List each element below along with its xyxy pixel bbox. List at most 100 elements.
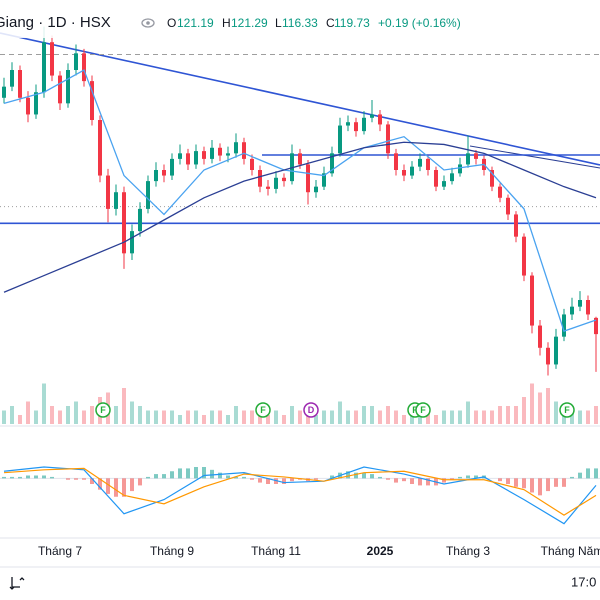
macd-histogram bbox=[178, 468, 182, 479]
volume-bar bbox=[330, 410, 334, 424]
candle-body bbox=[546, 347, 550, 365]
macd-histogram bbox=[386, 478, 390, 480]
macd-histogram bbox=[330, 475, 334, 479]
candle-body bbox=[506, 197, 510, 215]
macd-histogram bbox=[282, 478, 286, 484]
volume-bar bbox=[450, 410, 454, 424]
candle-body bbox=[210, 147, 214, 159]
candle-body bbox=[402, 170, 406, 176]
candle-body bbox=[498, 186, 502, 198]
macd-histogram bbox=[162, 474, 166, 479]
volume-bar bbox=[66, 406, 70, 424]
volume-bar bbox=[426, 410, 430, 424]
volume-bar bbox=[82, 410, 86, 424]
volume-bar bbox=[210, 410, 214, 424]
header: Giang · 1D · HSX O 121.19 H 121.29 L 116… bbox=[0, 8, 480, 38]
candle-body bbox=[338, 125, 342, 154]
volume-bar bbox=[434, 415, 438, 424]
moving-average bbox=[3, 69, 597, 332]
volume-bar bbox=[506, 406, 510, 424]
candle-body bbox=[202, 151, 206, 159]
volume-bar bbox=[538, 392, 542, 424]
macd-histogram bbox=[130, 478, 134, 492]
candle-body bbox=[578, 300, 582, 307]
volume-bar bbox=[490, 410, 494, 424]
macd-histogram bbox=[34, 475, 38, 479]
event-marker bbox=[255, 402, 271, 418]
macd-histogram bbox=[442, 478, 446, 483]
volume-bar bbox=[74, 401, 78, 424]
volume-bar bbox=[338, 401, 342, 424]
volume-bar bbox=[234, 406, 238, 424]
macd-histogram bbox=[106, 478, 110, 494]
candle-body bbox=[410, 166, 414, 176]
volume-bar bbox=[114, 406, 118, 424]
candle-body bbox=[34, 92, 38, 115]
volume-bar bbox=[242, 410, 246, 424]
macd-histogram bbox=[226, 475, 230, 479]
volume-bar bbox=[378, 410, 382, 424]
candle-body bbox=[42, 42, 46, 93]
event-marker bbox=[303, 402, 319, 418]
macd-histogram bbox=[346, 471, 350, 479]
macd-histogram bbox=[90, 478, 94, 484]
macd-histogram bbox=[202, 467, 206, 479]
x-tick-label: Tháng 3 bbox=[446, 544, 490, 558]
macd-histogram bbox=[522, 478, 526, 489]
volume-bar bbox=[346, 410, 350, 424]
macd-histogram bbox=[546, 478, 550, 492]
macd-histogram bbox=[362, 472, 366, 479]
macd-histogram bbox=[290, 478, 294, 482]
macd-histogram bbox=[186, 468, 190, 479]
candle-body bbox=[114, 192, 118, 209]
macd-histogram bbox=[234, 476, 238, 479]
volume-bar bbox=[42, 383, 46, 424]
volume-bar bbox=[410, 410, 414, 424]
candle-body bbox=[138, 208, 142, 232]
volume-bar bbox=[2, 410, 6, 424]
ohlc-label: L bbox=[275, 16, 282, 30]
candle-body bbox=[594, 317, 598, 335]
volume-bar bbox=[418, 410, 422, 424]
candle-body bbox=[2, 86, 6, 98]
candle-body bbox=[554, 336, 558, 365]
volume-bar bbox=[290, 406, 294, 424]
candle-body bbox=[234, 142, 238, 154]
macd-histogram bbox=[218, 472, 222, 479]
signal-line bbox=[3, 467, 597, 516]
volume-bar bbox=[274, 410, 278, 424]
volume-bar bbox=[266, 415, 270, 424]
volume-bar bbox=[354, 410, 358, 424]
volume-bar bbox=[186, 410, 190, 424]
candle-body bbox=[466, 153, 470, 165]
eye-icon[interactable] bbox=[141, 18, 155, 28]
candle-body bbox=[562, 314, 566, 337]
candle-body bbox=[66, 70, 70, 104]
macd-histogram bbox=[418, 478, 422, 486]
volume-bar bbox=[146, 410, 150, 424]
volume-bar bbox=[394, 410, 398, 424]
candle-body bbox=[274, 177, 278, 189]
event-label: F bbox=[564, 405, 570, 415]
candle-body bbox=[26, 97, 30, 115]
macd-histogram bbox=[370, 474, 374, 479]
volume-bar bbox=[594, 406, 598, 424]
candle-body bbox=[314, 186, 318, 193]
volume-bar bbox=[194, 410, 198, 424]
macd-histogram bbox=[146, 476, 150, 479]
candle-body bbox=[162, 170, 166, 176]
candle-body bbox=[154, 170, 158, 182]
candle-body bbox=[18, 70, 22, 98]
macd-histogram bbox=[354, 472, 358, 479]
macd-histogram bbox=[378, 476, 382, 479]
macd-histogram bbox=[530, 478, 534, 493]
timezone-icon[interactable] bbox=[9, 577, 25, 590]
candle-body bbox=[282, 177, 286, 182]
event-label: F bbox=[420, 405, 426, 415]
macd-histogram bbox=[586, 468, 590, 479]
candle-body bbox=[354, 122, 358, 132]
volume-bar bbox=[154, 410, 158, 424]
volume-bar bbox=[58, 410, 62, 424]
volume-bar bbox=[530, 383, 534, 424]
